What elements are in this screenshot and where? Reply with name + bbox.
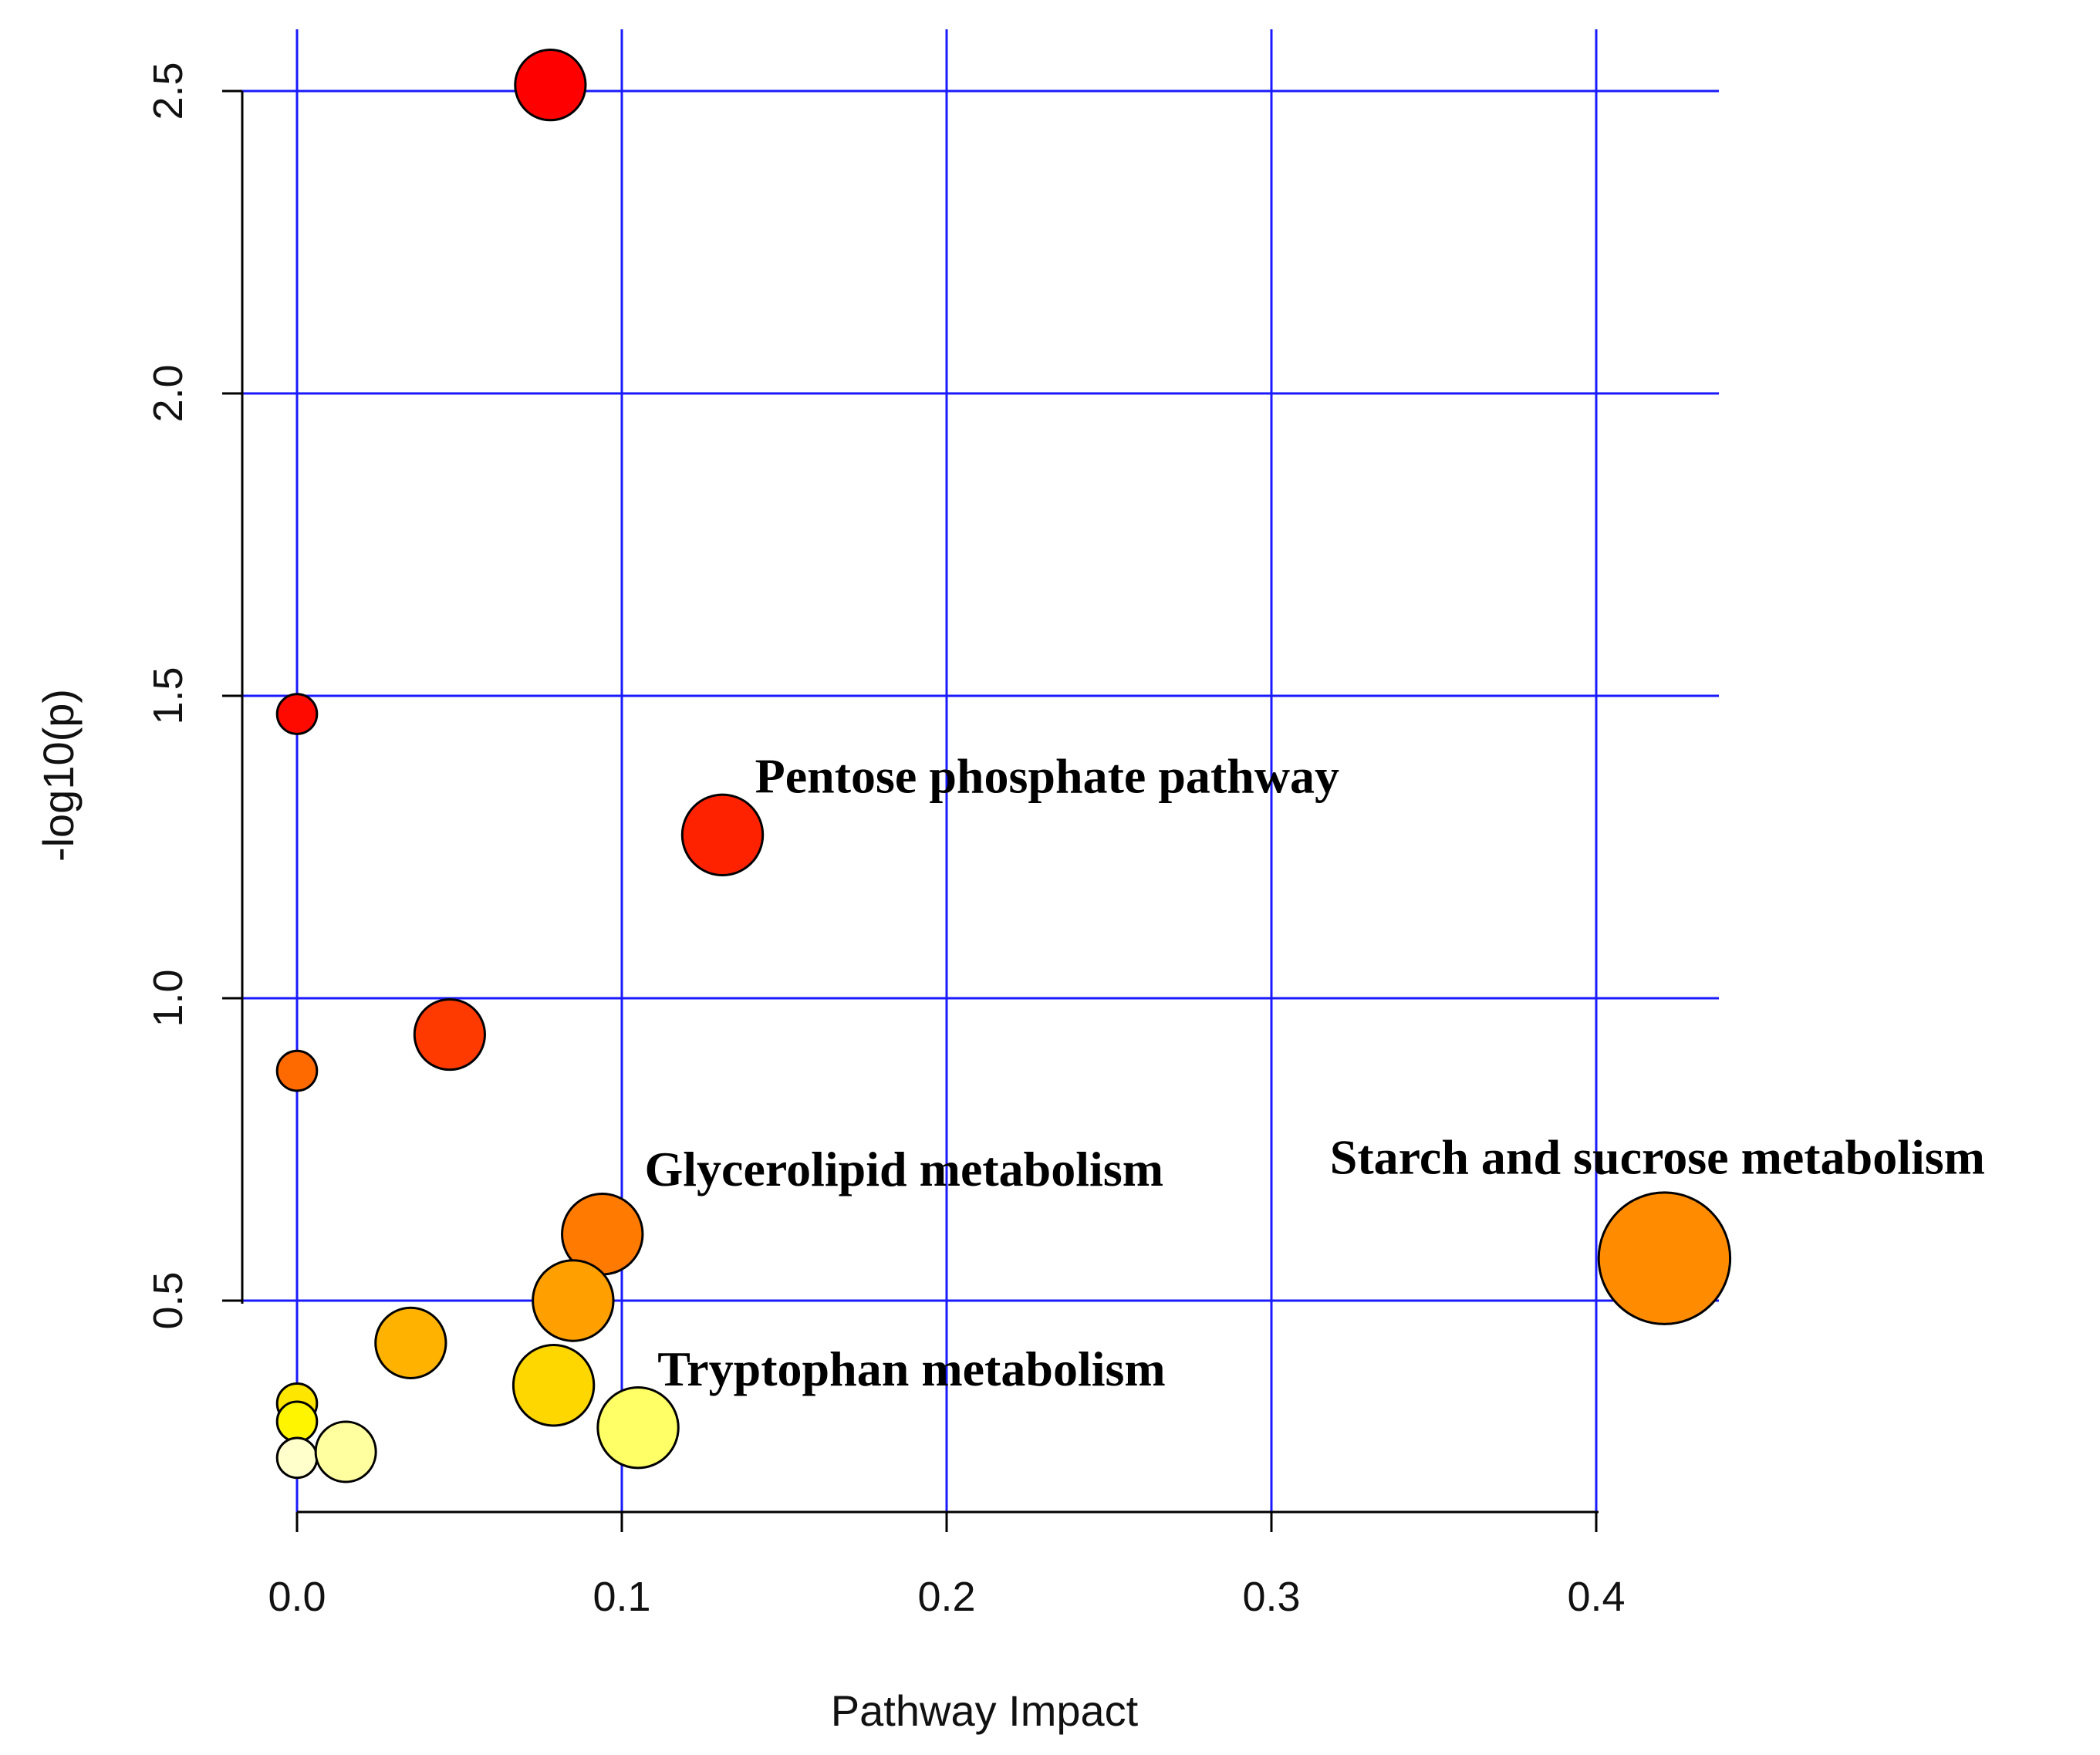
x-axis-title: Pathway Impact bbox=[831, 1686, 1139, 1735]
grid-layer bbox=[242, 29, 1719, 1512]
x-tick-label: 0.1 bbox=[593, 1574, 650, 1620]
data-point bbox=[680, 793, 765, 877]
pathway-annotation: Glycerolipid metabolism bbox=[644, 1142, 1163, 1196]
data-point bbox=[275, 1049, 319, 1092]
annotations-layer: Pentose phosphate pathway Glycerolipid me… bbox=[644, 748, 1985, 1396]
data-point bbox=[514, 49, 587, 122]
y-axis-title: -log10(p) bbox=[34, 689, 83, 862]
data-point bbox=[275, 1400, 319, 1443]
x-tick-label: 0.3 bbox=[1242, 1574, 1300, 1620]
x-tick-label: 0.2 bbox=[917, 1574, 975, 1620]
data-point bbox=[596, 1385, 680, 1470]
points-layer bbox=[275, 49, 1732, 1483]
ticks-layer: 0.0 0.1 0.2 0.3 0.4 0.5 1.0 1.5 2.0 2.5 bbox=[145, 62, 1626, 1620]
data-point bbox=[275, 1436, 319, 1480]
pathway-annotation: Starch and sucrose metabolism bbox=[1330, 1129, 1985, 1184]
data-point bbox=[532, 1259, 615, 1342]
pathway-annotation: Tryptophan metabolism bbox=[657, 1342, 1165, 1396]
data-point bbox=[511, 1344, 596, 1427]
data-point bbox=[314, 1420, 377, 1483]
data-point bbox=[413, 997, 486, 1072]
pathway-annotation: Pentose phosphate pathway bbox=[755, 748, 1339, 803]
y-tick-label: 1.5 bbox=[145, 667, 191, 724]
data-point bbox=[275, 693, 319, 735]
y-tick-label: 2.0 bbox=[145, 364, 191, 422]
y-tick-label: 2.5 bbox=[145, 62, 191, 120]
y-tick-label: 0.5 bbox=[145, 1271, 191, 1329]
data-point bbox=[1597, 1191, 1732, 1325]
x-tick-label: 0.0 bbox=[268, 1574, 326, 1620]
x-tick-label: 0.4 bbox=[1567, 1574, 1625, 1620]
data-point bbox=[374, 1306, 447, 1379]
y-tick-label: 1.0 bbox=[145, 969, 191, 1027]
